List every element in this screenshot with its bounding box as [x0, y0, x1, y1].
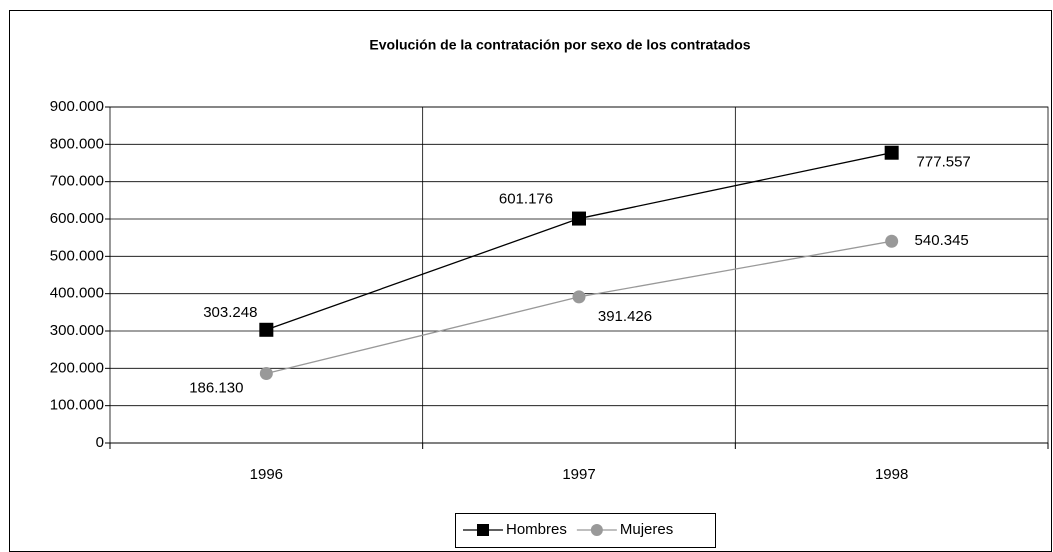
legend-marker — [590, 524, 603, 536]
data-label: 303.248 — [203, 304, 257, 321]
y-tick-label: 800.000 — [50, 135, 104, 152]
y-tick-label: 200.000 — [50, 359, 104, 376]
marker — [572, 290, 586, 304]
data-label: 391.426 — [598, 308, 652, 325]
marker — [884, 145, 899, 160]
y-tick-label: 300.000 — [50, 322, 104, 339]
marker — [259, 322, 274, 337]
data-label: 186.130 — [189, 379, 243, 396]
chart-frame — [9, 10, 1052, 552]
y-tick-label: 600.000 — [50, 210, 104, 227]
marker — [572, 211, 586, 226]
y-tick-label: 900.000 — [50, 98, 104, 115]
y-tick-label: 0 — [96, 434, 104, 451]
y-tick-label: 700.000 — [50, 173, 104, 190]
marker — [259, 367, 273, 381]
data-label: 601.176 — [499, 191, 553, 208]
marker — [885, 234, 899, 248]
data-label: 777.557 — [917, 154, 971, 171]
chart-title: Evolución de la contratación por sexo de… — [369, 37, 750, 53]
y-tick-label: 400.000 — [50, 285, 104, 302]
data-label: 540.345 — [915, 232, 969, 249]
x-tick-label: 1998 — [875, 466, 908, 483]
y-tick-label: 100.000 — [50, 397, 104, 414]
legend-label: Mujeres — [620, 521, 673, 538]
x-tick-label: 1997 — [562, 466, 595, 483]
x-tick-label: 1996 — [250, 466, 283, 483]
legend-marker — [477, 524, 489, 536]
y-tick-label: 500.000 — [50, 247, 104, 264]
legend-label: Hombres — [506, 521, 567, 538]
